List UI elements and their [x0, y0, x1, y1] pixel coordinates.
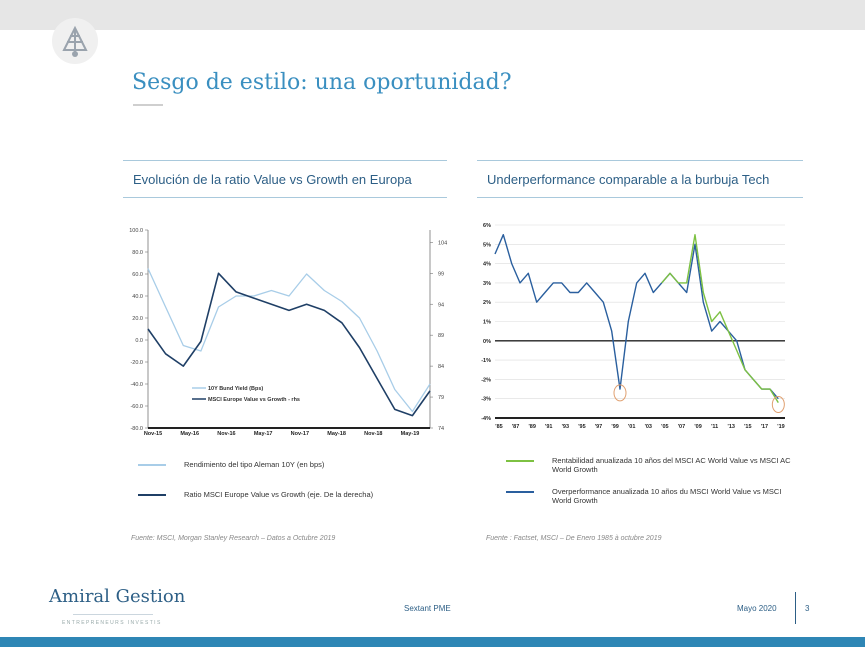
highlight-circle — [771, 395, 785, 413]
left-source: Fuente: MSCI, Morgan Stanley Research – … — [131, 535, 336, 542]
right-source: Fuente : Factset, MSCI – De Enero 1985 à… — [486, 535, 662, 542]
left-legend-item: Rendimiento del tipo Aleman 10Y (en bps) — [138, 460, 424, 469]
series-line — [147, 272, 431, 417]
y-tick-label: 1% — [483, 320, 491, 326]
page-number: 3 — [805, 604, 810, 613]
x-tick-label: '03 — [645, 424, 652, 430]
legend-label: Rendimiento del tipo Aleman 10Y (en bps) — [184, 460, 325, 469]
x-tick-label: '95 — [578, 424, 585, 430]
x-tick-label: '93 — [562, 424, 569, 430]
y-tick-label-right: 84 — [438, 364, 444, 370]
x-tick-label: Nov-15 — [144, 431, 162, 437]
x-tick-label: May-19 — [401, 431, 420, 437]
series-line — [494, 234, 779, 400]
legend-swatch — [506, 491, 534, 493]
series-line — [661, 234, 779, 403]
left-panel-heading-text: Evolución de la ratio Value vs Growth en… — [133, 171, 412, 187]
legend-swatch — [138, 494, 166, 496]
left-panel-heading: Evolución de la ratio Value vs Growth en… — [123, 160, 447, 198]
legend-swatch — [138, 464, 166, 466]
footer-fund-name: Sextant PME — [404, 604, 451, 613]
top-bar — [0, 0, 865, 30]
y-tick-label: 3% — [483, 281, 491, 287]
y-tick-label-left: 60.0 — [132, 272, 143, 278]
y-tick-label: 2% — [483, 300, 491, 306]
y-tick-label-left: -40.0 — [130, 382, 143, 388]
brand-tagline: ENTREPRENEURS INVESTIS — [62, 620, 162, 626]
title-underline — [133, 104, 163, 106]
brand-name: Amiral Gestion — [49, 586, 186, 607]
x-tick-label: May-17 — [254, 431, 273, 437]
footer-separator — [795, 592, 796, 624]
y-tick-label-right: 99 — [438, 271, 444, 277]
y-tick-label-left: 40.0 — [132, 294, 143, 300]
inset-legend-label: MSCI Europe Value vs Growth - rhs — [208, 397, 300, 403]
left-legend-item: Ratio MSCI Europe Value vs Growth (eje. … — [138, 490, 424, 499]
legend-label: Overperformance anualizada 10 años du MS… — [552, 487, 782, 505]
y-tick-label: 5% — [483, 242, 491, 248]
logo-icon — [52, 18, 98, 64]
x-tick-label: '87 — [512, 424, 519, 430]
legend-label: Rentabilidad anualizada 10 años del MSCI… — [552, 456, 791, 474]
right-chart: 6% 5% 4% 3% 2% 1% 0% -1% -2% -3% -4% '85 '87 '89 '91 '9… — [481, 223, 785, 430]
y-tick-label: 0% — [483, 339, 491, 345]
right-legend-item: Rentabilidad anualizada 10 años del MSCI… — [506, 456, 792, 474]
y-tick-label-left: 0.0 — [135, 338, 143, 344]
x-tick-label: '85 — [495, 424, 502, 430]
x-tick-label: May-18 — [327, 431, 346, 437]
bottom-bar — [0, 637, 865, 647]
x-tick-label: '01 — [628, 424, 635, 430]
y-tick-label-right: 94 — [438, 302, 444, 308]
x-tick-label: May-16 — [180, 431, 199, 437]
x-tick-label: '19 — [777, 424, 784, 430]
inset-legend-label: 10Y Bund Yield (Bps) — [208, 386, 263, 392]
y-tick-label: -1% — [481, 358, 491, 364]
y-tick-label-right: 104 — [438, 240, 447, 246]
x-tick-label: '07 — [678, 424, 685, 430]
x-tick-label: '99 — [611, 424, 618, 430]
y-tick-label: -3% — [481, 397, 491, 403]
x-tick-label: Nov-17 — [291, 431, 309, 437]
x-tick-label: Nov-16 — [217, 431, 235, 437]
highlight-circle — [613, 384, 627, 402]
x-tick-label: '13 — [728, 424, 735, 430]
x-tick-label: '91 — [545, 424, 552, 430]
y-tick-label-left: -20.0 — [130, 360, 143, 366]
legend-swatch — [506, 460, 534, 462]
y-tick-label-left: -60.0 — [130, 404, 143, 410]
y-tick-label: 4% — [483, 262, 491, 268]
x-tick-label: '09 — [694, 424, 701, 430]
y-tick-label-left: 100.0 — [129, 228, 143, 234]
x-tick-label: '11 — [711, 424, 718, 430]
y-tick-label-right: 74 — [438, 426, 444, 432]
y-tick-label-right: 89 — [438, 333, 444, 339]
series-line — [147, 268, 431, 413]
y-tick-label-left: 80.0 — [132, 250, 143, 256]
x-tick-label: '15 — [744, 424, 751, 430]
footer-date: Mayo 2020 — [737, 604, 777, 613]
right-panel-heading: Underperformance comparable a la burbuja… — [477, 160, 803, 198]
left-chart: 100.0 80.0 60.0 40.0 20.0 0.0 -20.0 -40.0 -60.0 -… — [129, 228, 447, 437]
slide-title: Sesgo de estilo: una oportunidad? — [132, 70, 512, 95]
brand-rule — [73, 614, 153, 615]
x-tick-label: Nov-18 — [364, 431, 382, 437]
y-tick-label-right: 79 — [438, 395, 444, 401]
y-tick-label: 6% — [483, 223, 491, 229]
y-tick-label-left: 20.0 — [132, 316, 143, 322]
y-tick-label: -4% — [481, 416, 491, 422]
x-tick-label: '17 — [761, 424, 768, 430]
right-legend-item: Overperformance anualizada 10 años du MS… — [506, 487, 792, 505]
y-tick-label: -2% — [481, 377, 491, 383]
y-tick-label-left: -80.0 — [130, 426, 143, 432]
legend-label: Ratio MSCI Europe Value vs Growth (eje. … — [184, 490, 374, 499]
x-tick-label: '97 — [595, 424, 602, 430]
x-tick-label: '89 — [528, 424, 535, 430]
right-panel-heading-text: Underperformance comparable a la burbuja… — [487, 171, 770, 187]
x-tick-label: '05 — [661, 424, 668, 430]
